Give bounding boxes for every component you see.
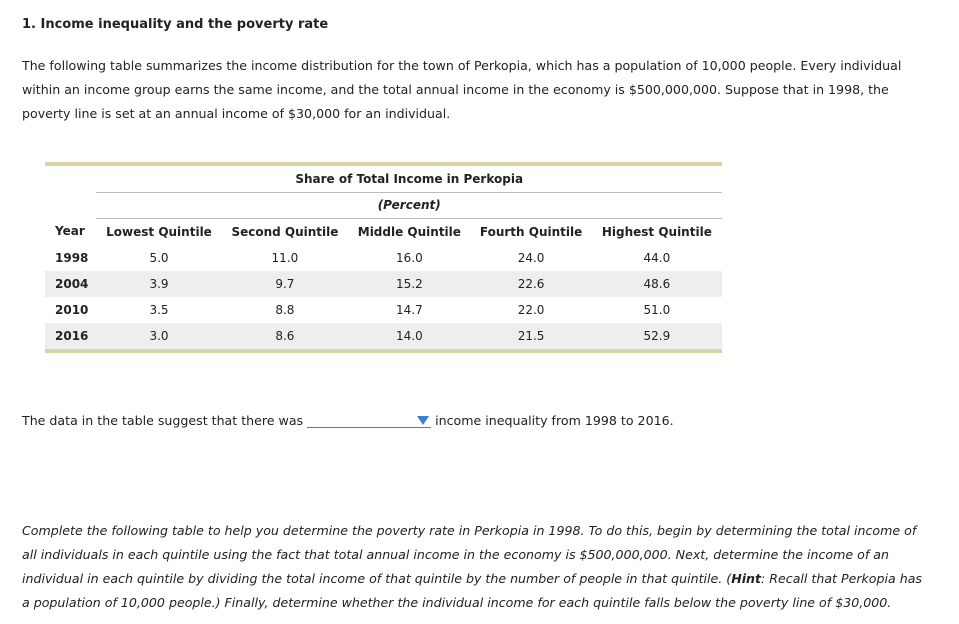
cell: 14.7 (395, 302, 423, 317)
cell: 22.6 (470, 270, 592, 297)
table-title: Share of Total Income in Perkopia (96, 166, 722, 193)
cell: 44.0 (643, 250, 671, 265)
cell: 22.0 (517, 302, 545, 317)
cell: 15.2 (348, 270, 471, 297)
question-text: income inequality from 1998 to 2016. (435, 413, 674, 428)
hint-label: Hint (731, 571, 762, 586)
cell: 52.9 (591, 322, 722, 349)
cell: 8.6 (221, 322, 349, 349)
column-header: Middle Quintile (357, 224, 461, 239)
column-header: Second Quintile (231, 224, 339, 239)
column-header: Year (55, 224, 85, 239)
table-row: 1998 5.0 11.0 16.0 24.0 44.0 (45, 245, 722, 271)
data-table: Share of Total Income in Perkopia (Perce… (45, 162, 722, 353)
cell: 5.0 (149, 250, 169, 265)
cell: 3.0 (96, 322, 222, 349)
cell: 21.5 (470, 322, 592, 349)
cell: 3.5 (149, 302, 169, 317)
dropdown-arrow (417, 416, 430, 425)
dropdown[interactable] (307, 413, 432, 428)
table-row: 2010 3.5 8.8 14.7 22.0 51.0 (45, 297, 722, 323)
cell: 11.0 (271, 250, 299, 265)
question-text: The data in the table suggest that there… (22, 413, 304, 428)
cell: 8.8 (275, 302, 295, 317)
year-cell: 1998 (55, 250, 89, 265)
instructions: Complete the following table to help you… (22, 519, 932, 615)
table: Share of Total Income in Perkopia (Perce… (45, 166, 722, 349)
cell: 51.0 (643, 302, 671, 317)
cell: 9.7 (221, 270, 349, 297)
table-row: 2016 3.0 8.6 14.0 21.5 52.9 (45, 322, 722, 349)
table-row: 2004 3.9 9.7 15.2 22.6 48.6 (45, 270, 722, 297)
year-cell: 2004 (45, 270, 97, 297)
column-header: Lowest Quintile (106, 224, 212, 239)
cell: 48.6 (591, 270, 722, 297)
cell: 3.9 (96, 270, 222, 297)
cell: 14.0 (348, 322, 471, 349)
heading: 1. Income inequality and the poverty rat… (22, 17, 329, 32)
cell: 16.0 (395, 250, 423, 265)
intro-text: The following table summarizes the incom… (22, 58, 902, 121)
instructions-text: : Recall that Perkopia has a population … (22, 571, 922, 610)
column-header: Fourth Quintile (479, 224, 583, 239)
cell: 24.0 (517, 250, 545, 265)
column-header: Highest Quintile (601, 224, 712, 239)
instructions-text: Complete the following table to help you… (22, 523, 917, 586)
year-cell: 2016 (45, 322, 97, 349)
question: The data in the table suggest that there… (22, 413, 674, 428)
table-subtitle: (Percent) (96, 192, 722, 219)
year-cell: 2010 (55, 302, 89, 317)
